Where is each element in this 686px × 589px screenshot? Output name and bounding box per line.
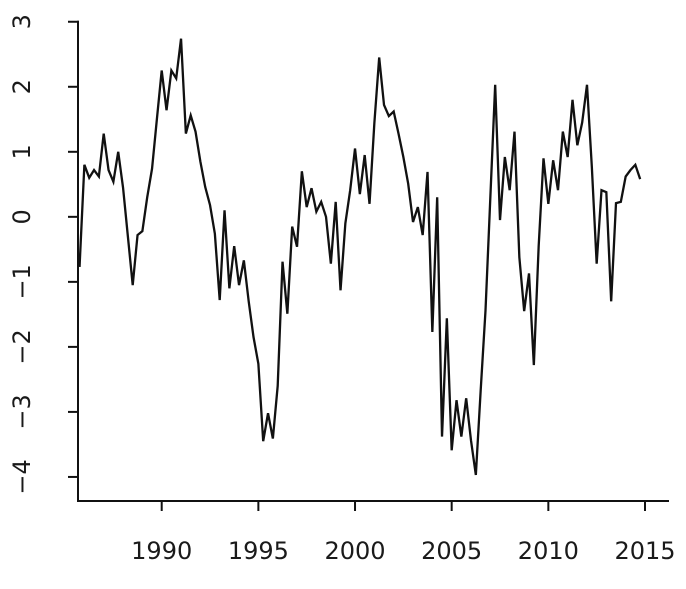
y-tick-label: −1 — [8, 264, 36, 299]
y-tick-label: −4 — [8, 459, 36, 494]
y-tick-label: −2 — [8, 329, 36, 364]
x-tick-label: 2010 — [518, 537, 579, 565]
y-tick-label: 3 — [8, 14, 36, 29]
y-axis: 3 2 1 0 −1 −2 −3 −4 — [8, 14, 79, 502]
series-polyline — [78, 38, 642, 476]
x-tick-label: 2005 — [421, 537, 482, 565]
x-tick-label: 1995 — [228, 537, 289, 565]
x-axis: 1990 1995 2000 2005 2010 2015 — [77, 500, 676, 565]
series-line — [78, 38, 642, 476]
y-tick-label: 2 — [8, 79, 36, 94]
x-tick-label: 1990 — [131, 537, 192, 565]
y-tick-label: 1 — [8, 144, 36, 159]
x-tick-label: 2015 — [614, 537, 675, 565]
x-tick-label: 2000 — [324, 537, 385, 565]
y-tick-label: 0 — [8, 209, 36, 224]
y-tick-label: −3 — [8, 394, 36, 429]
